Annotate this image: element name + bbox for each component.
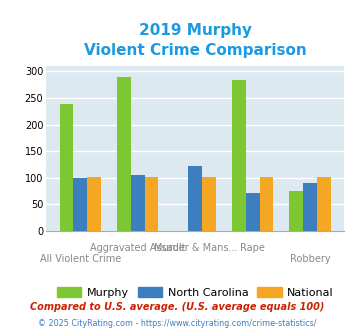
- Text: Aggravated Assault: Aggravated Assault: [90, 243, 186, 252]
- Bar: [246, 193, 260, 231]
- Bar: [117, 77, 131, 231]
- Text: © 2025 CityRating.com - https://www.cityrating.com/crime-statistics/: © 2025 CityRating.com - https://www.city…: [38, 319, 317, 328]
- Text: Rape: Rape: [240, 243, 265, 252]
- Bar: [317, 177, 331, 231]
- Bar: [87, 177, 101, 231]
- Bar: [73, 178, 87, 231]
- Bar: [189, 166, 202, 231]
- Bar: [145, 177, 158, 231]
- Text: All Violent Crime: All Violent Crime: [40, 254, 121, 264]
- Title: 2019 Murphy
Violent Crime Comparison: 2019 Murphy Violent Crime Comparison: [84, 23, 307, 58]
- Bar: [60, 104, 73, 231]
- Text: Robbery: Robbery: [290, 254, 331, 264]
- Bar: [232, 81, 246, 231]
- Text: Murder & Mans...: Murder & Mans...: [153, 243, 237, 252]
- Bar: [260, 177, 273, 231]
- Bar: [131, 175, 145, 231]
- Legend: Murphy, North Carolina, National: Murphy, North Carolina, National: [52, 283, 338, 302]
- Bar: [289, 191, 303, 231]
- Bar: [303, 183, 317, 231]
- Text: Compared to U.S. average. (U.S. average equals 100): Compared to U.S. average. (U.S. average …: [30, 302, 325, 312]
- Bar: [202, 177, 216, 231]
